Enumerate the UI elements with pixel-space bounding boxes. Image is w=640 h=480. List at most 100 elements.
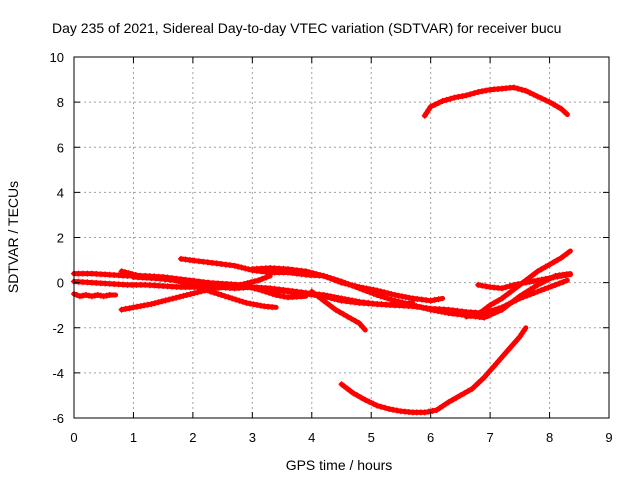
data-point [435,296,442,303]
x-tick-label: 5 [368,430,375,445]
data-point [392,297,398,304]
data-point [483,283,490,290]
data-point [475,281,482,288]
data-point [388,296,395,303]
y-tick-label: 4 [57,185,64,200]
data-point [531,290,538,296]
data-point [467,91,474,98]
data-point [336,309,343,315]
x-tick-label: 4 [308,430,315,445]
series-line [309,289,368,333]
data-point [425,408,432,415]
data-point [546,99,553,106]
data-point [258,287,265,294]
data-point [395,292,402,299]
data-point [550,259,557,266]
x-tick-label: 7 [486,430,493,445]
data-point [169,295,176,302]
data-point [331,276,338,283]
data-point [151,300,158,307]
data-point [560,278,567,285]
data-point [358,394,365,401]
data-point [370,400,377,407]
data-point [126,305,133,312]
data-point [327,275,334,282]
data-point [118,306,125,313]
data-point [386,406,393,412]
data-point [162,297,169,304]
data-point [506,283,513,289]
data-point [298,293,305,300]
data-point [447,95,454,102]
data-point [424,305,431,312]
data-point [552,281,559,288]
data-point [449,396,456,403]
data-point [554,103,561,110]
x-tick-label: 2 [189,430,196,445]
data-point [257,302,264,309]
data-point [349,282,356,289]
data-point [211,289,218,296]
data-point [367,289,373,296]
data-point [420,304,427,311]
data-point [534,268,541,275]
data-point [550,101,557,108]
data-point [191,290,198,297]
x-tick-label: 0 [70,430,77,445]
data-point [378,403,385,410]
data-point [439,98,446,104]
data-point [562,272,569,279]
data-point [443,96,450,103]
data-point [324,274,331,280]
data-point [344,313,351,320]
chart-title: Day 235 of 2021, Sidereal Day-to-day VTE… [52,20,561,36]
data-point [332,306,339,313]
data-point [204,287,211,294]
data-point [366,398,373,405]
grid [74,57,609,418]
data-point [421,409,428,416]
data-point [429,407,436,414]
data-point [451,94,458,101]
data-point [514,85,521,92]
data-point [484,313,491,319]
data-point [427,306,434,313]
data-point [530,278,537,285]
data-series [130,274,309,301]
data-point [324,292,331,299]
data-point [225,294,232,301]
data-point [241,282,247,289]
data-point [183,292,190,298]
data-point [510,84,517,91]
data-point [277,292,284,299]
x-tick-label: 3 [249,430,256,445]
data-point [481,314,488,321]
data-point [236,297,243,304]
data-point [491,309,498,316]
data-point [558,105,565,112]
data-point [137,303,144,310]
data-point [194,289,201,296]
data-point [561,108,568,115]
data-point [214,290,221,297]
data-point [526,89,533,96]
x-tick-label: 9 [605,430,612,445]
x-axis-ticks: 0 1 2 3 4 5 6 7 8 9 [70,57,613,445]
data-point [306,269,313,276]
data-point [427,103,434,110]
data-point [356,320,363,327]
x-tick-label: 6 [427,430,434,445]
y-axis-label: SDTVAR / TECUs [5,181,21,293]
data-point [530,91,537,98]
data-point [395,298,402,305]
data-point [269,304,276,311]
data-point [388,291,395,298]
data-point [334,277,341,284]
data-point [118,268,125,275]
data-point [180,292,187,299]
data-point [467,312,474,319]
data-point [538,276,545,283]
data-point [338,295,345,302]
data-point [445,399,452,406]
data-point [237,281,244,288]
